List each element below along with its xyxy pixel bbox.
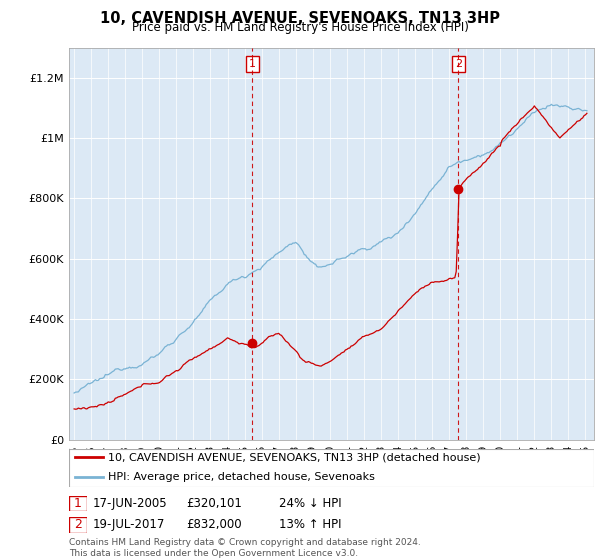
Text: £320,101: £320,101 (186, 497, 242, 510)
Text: Price paid vs. HM Land Registry's House Price Index (HPI): Price paid vs. HM Land Registry's House … (131, 21, 469, 34)
Text: 10, CAVENDISH AVENUE, SEVENOAKS, TN13 3HP: 10, CAVENDISH AVENUE, SEVENOAKS, TN13 3H… (100, 11, 500, 26)
Text: 24% ↓ HPI: 24% ↓ HPI (279, 497, 341, 510)
Text: 2: 2 (74, 518, 82, 531)
Text: HPI: Average price, detached house, Sevenoaks: HPI: Average price, detached house, Seve… (109, 472, 375, 482)
Text: 17-JUN-2005: 17-JUN-2005 (93, 497, 167, 510)
Text: £832,000: £832,000 (186, 518, 242, 531)
Text: 2: 2 (455, 59, 462, 69)
Text: 13% ↑ HPI: 13% ↑ HPI (279, 518, 341, 531)
Text: 10, CAVENDISH AVENUE, SEVENOAKS, TN13 3HP (detached house): 10, CAVENDISH AVENUE, SEVENOAKS, TN13 3H… (109, 452, 481, 463)
Text: Contains HM Land Registry data © Crown copyright and database right 2024.
This d: Contains HM Land Registry data © Crown c… (69, 538, 421, 558)
Text: 19-JUL-2017: 19-JUL-2017 (93, 518, 166, 531)
Text: 1: 1 (74, 497, 82, 510)
Text: 1: 1 (249, 59, 256, 69)
